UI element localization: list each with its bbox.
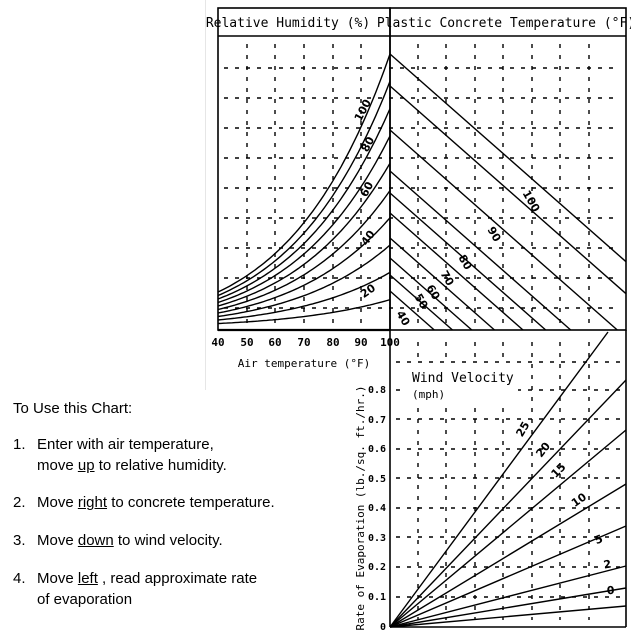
wind-label-25: 25 [514, 419, 533, 439]
step1-text-2: move up to relative humidity. [37, 457, 227, 474]
wind-line [389, 331, 609, 628]
instructions-edge [0, 0, 206, 390]
wind-line [389, 605, 627, 628]
concrete-label-80: 80 [456, 252, 475, 272]
wind-line [389, 429, 627, 628]
y-tick-0.7: 0.7 [368, 415, 386, 426]
step4-text-2: of evaporation [37, 591, 133, 608]
humidity-curve [217, 271, 391, 321]
concrete-line [389, 192, 547, 331]
concrete-line [389, 129, 618, 331]
concrete-line [389, 170, 572, 331]
humidity-label-60: 60 [358, 179, 377, 199]
humidity-curve [217, 162, 391, 307]
humidity-curve [217, 53, 391, 293]
wind-label-2: 2 [602, 557, 612, 571]
wind-title: Wind Velocity [412, 371, 514, 386]
humidity-label-100: 100 [352, 97, 374, 124]
humidity-curve [217, 217, 391, 314]
x-axis-label: Air temperature (°F) [238, 357, 370, 370]
humidity-curve [217, 135, 391, 304]
step4-text: Move left , read approximate rate [37, 570, 258, 587]
humidity-curve [217, 81, 391, 297]
wind-label-10: 10 [569, 490, 589, 510]
instructions-heading: To Use this Chart: [13, 400, 133, 417]
wind-line [389, 587, 627, 628]
step1-text: Enter with air temperature, [37, 436, 214, 453]
step3-text: Move down to wind velocity. [37, 532, 223, 549]
concrete-line [389, 212, 524, 331]
x-tick-90: 90 [354, 336, 367, 349]
wind-label-0: 0 [606, 584, 615, 598]
humidity-curve [217, 299, 391, 325]
humidity-curves [217, 53, 391, 325]
x-tick-60: 60 [268, 336, 281, 349]
step2-number: 2. [13, 494, 26, 511]
wind-title-box [406, 364, 518, 402]
concrete-line [389, 274, 453, 331]
x-tick-40: 40 [211, 336, 224, 349]
concrete-line [389, 290, 435, 331]
humidity-curve [217, 108, 391, 300]
step1-number: 1. [13, 436, 26, 453]
wind-label-20: 20 [533, 440, 553, 460]
y-tick-0.3: 0.3 [368, 533, 386, 544]
step2-text: Move right to concrete temperature. [37, 494, 275, 511]
humidity-curve [217, 190, 391, 311]
y-tick-0.6: 0.6 [368, 444, 386, 455]
y-tick-0.1: 0.1 [368, 592, 386, 603]
wind-line [389, 565, 627, 628]
wind-title-unit: (mph) [412, 388, 445, 401]
concrete-line [389, 85, 627, 295]
concrete-line [389, 237, 495, 331]
concrete-label-100: 100 [520, 188, 543, 215]
y-tick-0.2: 0.2 [368, 562, 386, 573]
y-tick-0.5: 0.5 [368, 474, 386, 485]
humidity-curve [217, 244, 391, 318]
concrete-label-40: 40 [394, 308, 413, 328]
concrete-panel-title: Plastic Concrete Temperature (°F) [377, 16, 631, 31]
y-tick-0.8: 0.8 [368, 385, 386, 396]
wind-line [389, 483, 627, 628]
y-axis-label: Rate of Evaporation (lb./sq. ft./hr.) [354, 385, 367, 630]
wind-lines [389, 331, 627, 628]
wind-line [389, 525, 627, 628]
wind-label-5: 5 [593, 532, 605, 547]
x-tick-50: 50 [240, 336, 253, 349]
humidity-label-80: 80 [359, 134, 378, 154]
concrete-label-70: 70 [438, 268, 457, 288]
concrete-panel-frame [389, 7, 627, 331]
step4-number: 4. [13, 570, 26, 587]
wind-line [389, 379, 627, 628]
step3-number: 3. [13, 532, 26, 549]
y-tick-0.4: 0.4 [368, 503, 386, 514]
concrete-lines [389, 53, 627, 331]
x-tick-70: 70 [297, 336, 310, 349]
upper-grid [224, 44, 620, 326]
humidity-panel-title: Relative Humidity (%) [206, 16, 370, 31]
concrete-line [389, 257, 473, 331]
concrete-line [389, 53, 627, 263]
x-tick-80: 80 [326, 336, 339, 349]
y-tick-0: 0 [380, 622, 386, 633]
